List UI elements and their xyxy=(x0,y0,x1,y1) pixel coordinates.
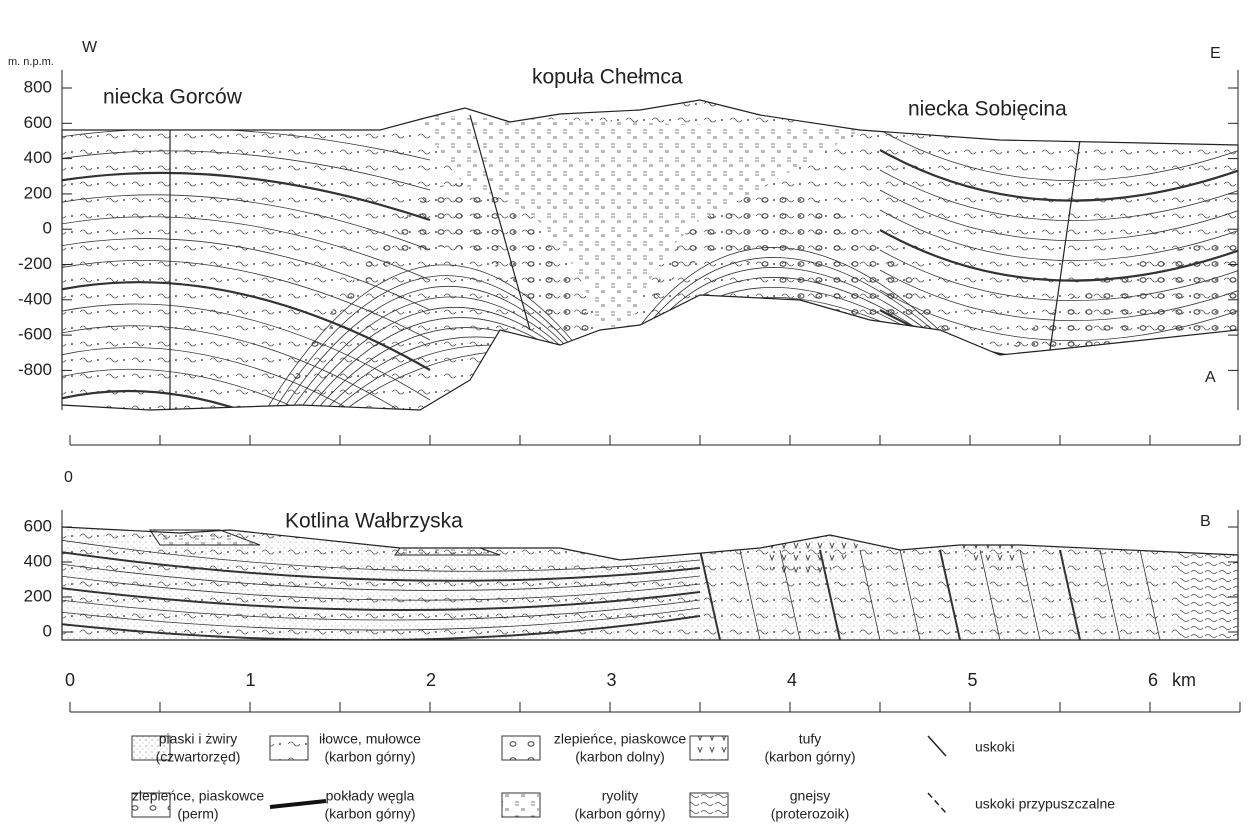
legend-name: pokłady węgla xyxy=(326,788,415,804)
cross-section: m. n.p.m. W E A niecka Gorców kopuła Che… xyxy=(0,0,1250,834)
legend-icon xyxy=(502,736,540,760)
stratum xyxy=(40,391,430,520)
elevation-label: 400 xyxy=(24,148,52,167)
distance-label: 3 xyxy=(606,670,616,690)
legend-icon xyxy=(928,736,946,756)
legend-name: tufy xyxy=(799,731,822,747)
region-label: niecka Sobięcina xyxy=(908,98,1067,121)
elevation-label: 200 xyxy=(24,183,52,202)
legend-age: (perm) xyxy=(177,806,218,822)
legend-age: (karbon górny) xyxy=(324,749,415,765)
distance-label: 0 xyxy=(65,670,75,690)
section-label: A xyxy=(1205,369,1216,386)
west-label: W xyxy=(82,39,98,56)
elevation-label: -400 xyxy=(18,289,52,308)
elevation-label: -600 xyxy=(18,325,52,344)
legend-icon xyxy=(270,801,326,807)
stratum xyxy=(880,350,1240,401)
distance-label: 4 xyxy=(787,670,797,690)
region-label: kopuła Chełmca xyxy=(532,66,683,89)
east-label: E xyxy=(1210,45,1221,62)
legend-icon xyxy=(690,793,728,817)
distance-label: 6 xyxy=(1148,670,1158,690)
elevation-label: 800 xyxy=(24,77,52,96)
legend-icon xyxy=(928,793,946,813)
section-a-geology xyxy=(40,90,1240,550)
legend-icon xyxy=(502,793,540,817)
legend-name: gnejsy xyxy=(790,788,830,804)
legend-name: uskoki przypuszczalne xyxy=(975,796,1115,812)
legend-name: iłowce, mułowce xyxy=(319,731,421,747)
gneiss-fill xyxy=(1180,550,1240,642)
stratum xyxy=(678,327,928,350)
legend-age: (karbon górny) xyxy=(324,806,415,822)
legend-age: (czwartorzęd) xyxy=(156,749,241,765)
legend-name: piaski i żwiry xyxy=(159,731,238,747)
distance-label: 1 xyxy=(245,670,255,690)
elevation-label: 200 xyxy=(24,586,52,605)
legend-icon xyxy=(270,736,308,760)
legend-name: ryolity xyxy=(602,788,639,804)
elevation-label: 600 xyxy=(24,516,52,535)
region-label: niecka Gorców xyxy=(103,86,243,109)
elevation-label: 0 xyxy=(43,219,52,238)
elevation-label: 0 xyxy=(43,621,52,640)
legend-icon xyxy=(690,736,728,760)
unit-label: m. n.p.m. xyxy=(8,56,54,68)
legend-name: uskoki xyxy=(975,739,1015,755)
legend-age: (proterozoik) xyxy=(771,806,850,822)
section-title: Kotlina Wałbrzyska xyxy=(285,510,463,533)
elevation-label: -800 xyxy=(18,360,52,379)
legend-name: zlepieńce, piaskowce xyxy=(554,731,687,747)
elevation-label: 400 xyxy=(24,551,52,570)
distance-unit: km xyxy=(1172,670,1196,690)
elevation-label: 600 xyxy=(24,113,52,132)
legend-name: zlepieńce, piaskowce xyxy=(132,788,265,804)
distance-label: 2 xyxy=(426,670,436,690)
section-label: B xyxy=(1200,513,1211,530)
elevation-label: -200 xyxy=(18,254,52,273)
legend-age: (karbon dolny) xyxy=(575,749,665,765)
legend-age: (karbon górny) xyxy=(764,749,855,765)
distance-label: 5 xyxy=(967,670,977,690)
legend-age: (karbon górny) xyxy=(574,806,665,822)
scale-origin: 0 xyxy=(64,469,73,486)
